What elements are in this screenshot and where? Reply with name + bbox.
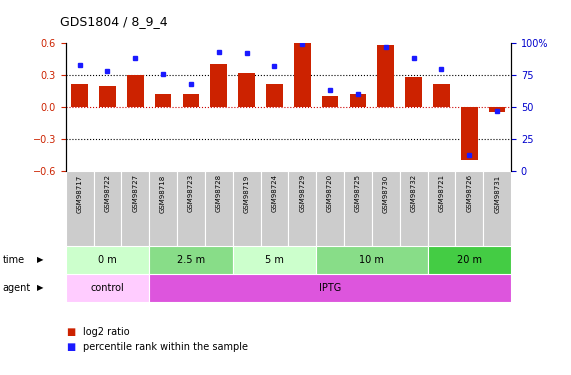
Text: GSM98732: GSM98732 xyxy=(411,174,417,213)
Text: ▶: ▶ xyxy=(37,284,43,292)
Bar xyxy=(210,64,227,107)
Bar xyxy=(260,171,288,246)
Bar xyxy=(489,107,505,112)
Text: GSM98722: GSM98722 xyxy=(104,174,110,212)
Bar xyxy=(316,246,428,274)
Bar xyxy=(461,107,477,160)
Bar xyxy=(238,73,255,107)
Text: 0 m: 0 m xyxy=(98,255,117,265)
Text: GSM98731: GSM98731 xyxy=(494,174,500,213)
Text: IPTG: IPTG xyxy=(319,283,341,293)
Text: 5 m: 5 m xyxy=(265,255,284,265)
Text: GSM98730: GSM98730 xyxy=(383,174,389,213)
Text: agent: agent xyxy=(3,283,31,293)
Bar xyxy=(66,246,149,274)
Bar xyxy=(94,171,122,246)
Bar xyxy=(205,171,233,246)
Text: time: time xyxy=(3,255,25,265)
Bar xyxy=(405,77,422,107)
Bar xyxy=(66,171,94,246)
Bar xyxy=(149,246,233,274)
Bar xyxy=(316,171,344,246)
Text: percentile rank within the sample: percentile rank within the sample xyxy=(83,342,248,352)
Bar xyxy=(377,45,394,107)
Bar xyxy=(233,246,316,274)
Text: GSM98726: GSM98726 xyxy=(467,174,472,213)
Text: GSM98718: GSM98718 xyxy=(160,174,166,213)
Bar xyxy=(344,171,372,246)
Bar xyxy=(71,84,88,107)
Text: GSM98725: GSM98725 xyxy=(355,174,361,212)
Text: 2.5 m: 2.5 m xyxy=(177,255,205,265)
Text: GSM98729: GSM98729 xyxy=(299,174,305,213)
Bar xyxy=(233,171,260,246)
Bar xyxy=(483,171,511,246)
Bar xyxy=(122,171,149,246)
Text: 10 m: 10 m xyxy=(359,255,384,265)
Bar xyxy=(428,171,456,246)
Bar xyxy=(266,84,283,107)
Text: GSM98717: GSM98717 xyxy=(77,174,83,213)
Text: GSM98721: GSM98721 xyxy=(439,174,444,213)
Text: GSM98727: GSM98727 xyxy=(132,174,138,213)
Bar xyxy=(294,43,311,107)
Text: GSM98723: GSM98723 xyxy=(188,174,194,213)
Text: GDS1804 / 8_9_4: GDS1804 / 8_9_4 xyxy=(60,15,167,28)
Text: 20 m: 20 m xyxy=(457,255,482,265)
Bar xyxy=(372,171,400,246)
Bar xyxy=(428,246,511,274)
Text: ▶: ▶ xyxy=(37,255,43,264)
Bar xyxy=(400,171,428,246)
Bar xyxy=(349,94,367,107)
Bar xyxy=(433,84,450,107)
Text: GSM98724: GSM98724 xyxy=(271,174,278,212)
Bar xyxy=(288,171,316,246)
Bar xyxy=(155,94,171,107)
Text: GSM98719: GSM98719 xyxy=(244,174,250,213)
Bar xyxy=(322,96,339,107)
Bar xyxy=(149,274,511,302)
Bar xyxy=(149,171,177,246)
Text: GSM98728: GSM98728 xyxy=(216,174,222,213)
Text: log2 ratio: log2 ratio xyxy=(83,327,130,337)
Text: GSM98720: GSM98720 xyxy=(327,174,333,213)
Text: ■: ■ xyxy=(66,342,75,352)
Bar xyxy=(456,171,483,246)
Bar xyxy=(99,86,116,107)
Bar xyxy=(66,274,149,302)
Bar xyxy=(183,94,199,107)
Bar xyxy=(177,171,205,246)
Text: control: control xyxy=(91,283,124,293)
Bar xyxy=(127,75,144,107)
Text: ■: ■ xyxy=(66,327,75,337)
